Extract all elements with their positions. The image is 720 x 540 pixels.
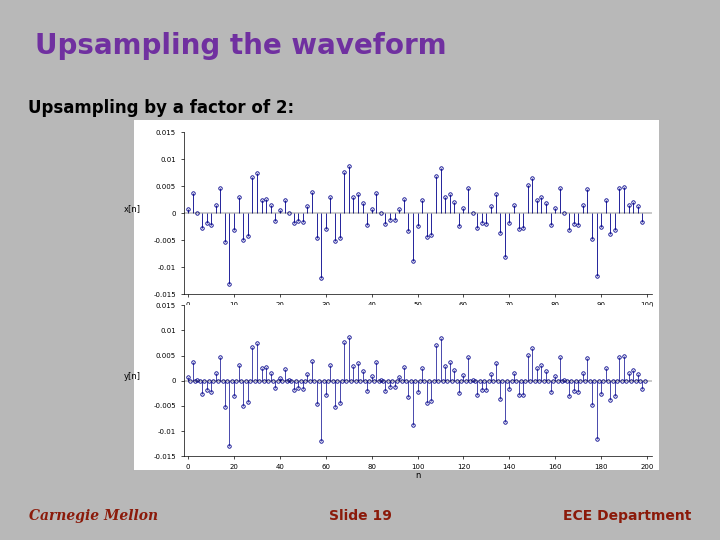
Text: Carnegie Mellon: Carnegie Mellon <box>29 509 158 523</box>
Text: Slide 19: Slide 19 <box>328 509 392 523</box>
Y-axis label: y[n]: y[n] <box>124 372 141 381</box>
Text: Upsampling by a factor of 2:: Upsampling by a factor of 2: <box>28 99 294 117</box>
X-axis label: n: n <box>415 471 420 480</box>
Text: ECE Department: ECE Department <box>563 509 691 523</box>
Text: Upsampling the waveform: Upsampling the waveform <box>35 32 447 60</box>
X-axis label: n: n <box>415 309 420 318</box>
Y-axis label: x[n]: x[n] <box>124 204 141 213</box>
